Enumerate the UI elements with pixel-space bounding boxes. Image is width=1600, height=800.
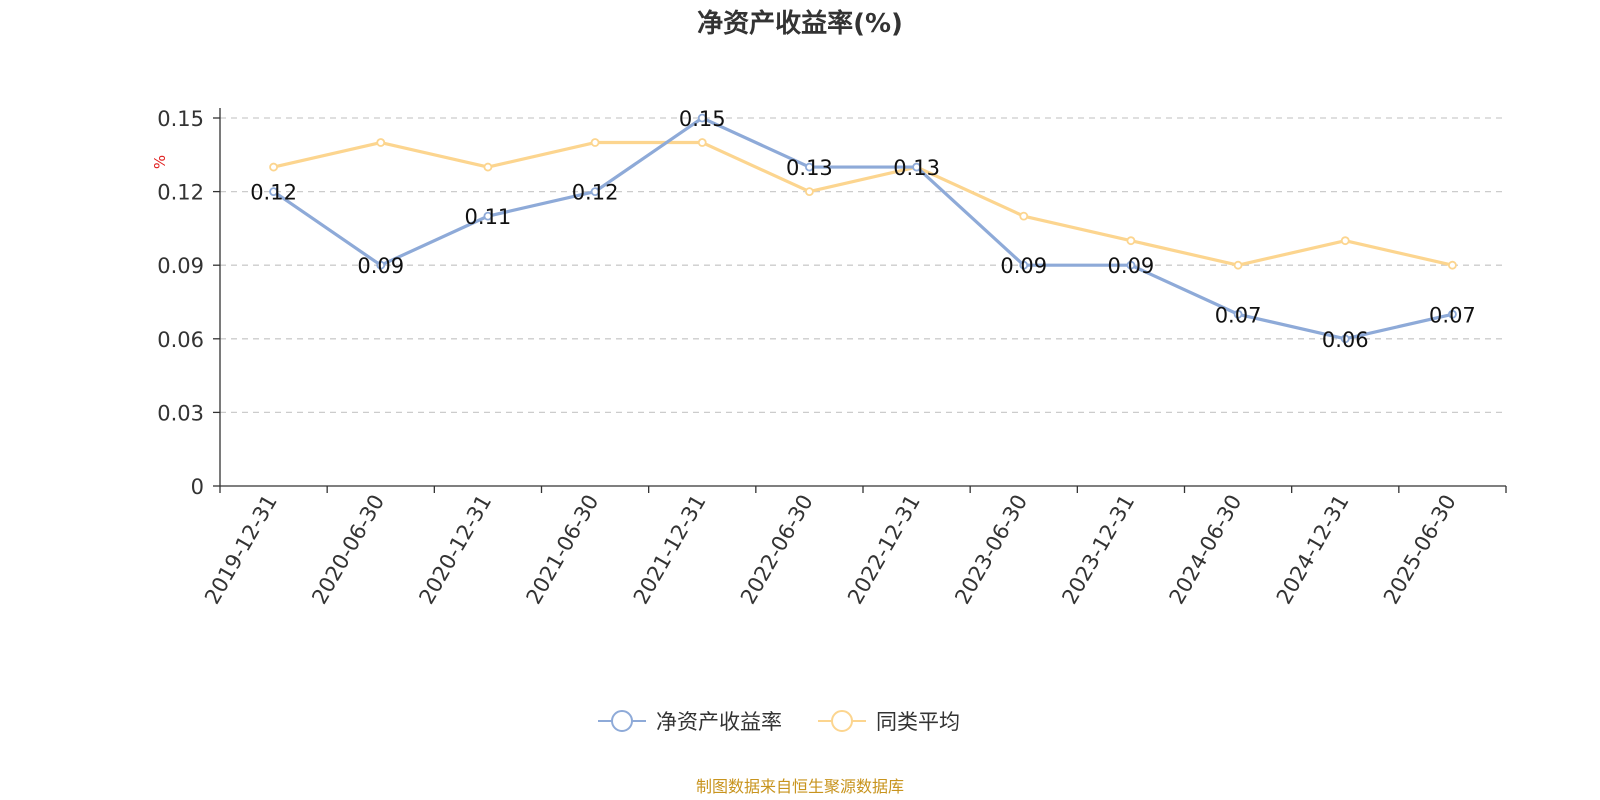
series-lines	[269, 113, 1457, 344]
data-point[interactable]	[1126, 236, 1136, 246]
data-label: 0.12	[572, 181, 619, 205]
data-labels: 0.12 0.09 0.11 0.12 0.15 0.13 0.13 0.09 0.09 0.07…	[250, 107, 1476, 352]
data-point[interactable]	[269, 162, 278, 172]
x-tick-label: 2022-12-31	[843, 490, 925, 608]
data-label: 0.07	[1215, 303, 1262, 327]
data-point[interactable]	[697, 138, 707, 147]
data-point[interactable]	[483, 162, 493, 172]
legend-item-0[interactable]: 净资产收益率	[598, 710, 782, 734]
x-tick-label: 2024-12-31	[1272, 491, 1354, 609]
data-label: 0.11	[465, 205, 512, 229]
x-tick-label: 2021-06-30	[522, 491, 604, 609]
y-tick-label: 0.06	[157, 328, 204, 352]
data-point[interactable]	[1448, 260, 1457, 270]
x-tick-label: 2020-06-30	[307, 491, 389, 609]
data-point[interactable]	[805, 162, 814, 172]
data-point[interactable]	[1340, 236, 1350, 246]
data-point[interactable]	[376, 138, 386, 147]
data-point[interactable]	[1448, 309, 1457, 319]
source-note: 制图数据来自恒生聚源数据库	[696, 777, 904, 796]
x-tick-label: 2021-12-31	[629, 491, 711, 609]
legend-marker	[611, 710, 633, 732]
y-tick-label: 0.03	[157, 401, 204, 425]
y-axis-label: %	[151, 155, 169, 169]
data-point[interactable]	[1019, 211, 1029, 221]
data-point[interactable]	[1233, 309, 1243, 319]
data-point[interactable]	[376, 260, 386, 270]
data-point[interactable]	[912, 162, 921, 172]
data-label: 0.09	[1108, 254, 1155, 278]
x-tick-label: 2023-12-31	[1057, 491, 1139, 609]
data-label: 0.13	[786, 156, 833, 180]
data-point[interactable]	[590, 138, 600, 147]
data-label: 0.07	[1429, 303, 1476, 327]
data-label: 0.06	[1322, 328, 1369, 352]
legend-label: 净资产收益率	[656, 710, 782, 734]
data-label: 0.15	[679, 107, 726, 131]
data-label: 0.09	[357, 254, 404, 278]
grid-lines	[220, 117, 1506, 414]
legend[interactable]: 净资产收益率 同类平均	[598, 710, 960, 734]
data-point[interactable]	[1126, 260, 1136, 270]
x-tick-label: 2023-06-30	[950, 491, 1032, 609]
x-tick-label: 2025-06-30	[1379, 491, 1461, 609]
legend-marker	[831, 710, 853, 732]
y-tick-label: 0.15	[157, 107, 204, 131]
data-point[interactable]	[483, 211, 493, 221]
chart-title: 净资产收益率(%)	[697, 8, 903, 39]
data-point[interactable]	[1340, 334, 1350, 344]
data-point[interactable]	[805, 187, 814, 197]
x-tick-label: 2024-06-30	[1165, 491, 1247, 609]
data-point[interactable]	[1019, 260, 1029, 270]
y-tick-label: 0	[191, 475, 204, 499]
x-tick-label: 2020-12-31	[414, 490, 496, 608]
y-tick-label: 0.12	[157, 181, 204, 205]
data-label: 0.12	[250, 181, 297, 205]
data-label: 0.13	[893, 156, 940, 180]
legend-item-1[interactable]: 同类平均	[818, 710, 960, 734]
data-point[interactable]	[1233, 260, 1243, 270]
axes: 0 0.03 0.06 0.09 0.12 0.15 2019-12-31 2020-06-3…	[157, 107, 1507, 609]
series-line-0	[272, 116, 1453, 341]
data-point[interactable]	[269, 187, 278, 197]
x-tick-label: 2019-12-31	[200, 491, 282, 609]
y-tick-label: 0.09	[157, 254, 204, 278]
series-line-1	[273, 140, 1453, 267]
data-point[interactable]	[697, 113, 707, 123]
x-tick-label: 2022-06-30	[736, 491, 818, 609]
legend-label: 同类平均	[876, 710, 960, 734]
data-point[interactable]	[590, 187, 600, 197]
data-label: 0.09	[1000, 254, 1047, 278]
